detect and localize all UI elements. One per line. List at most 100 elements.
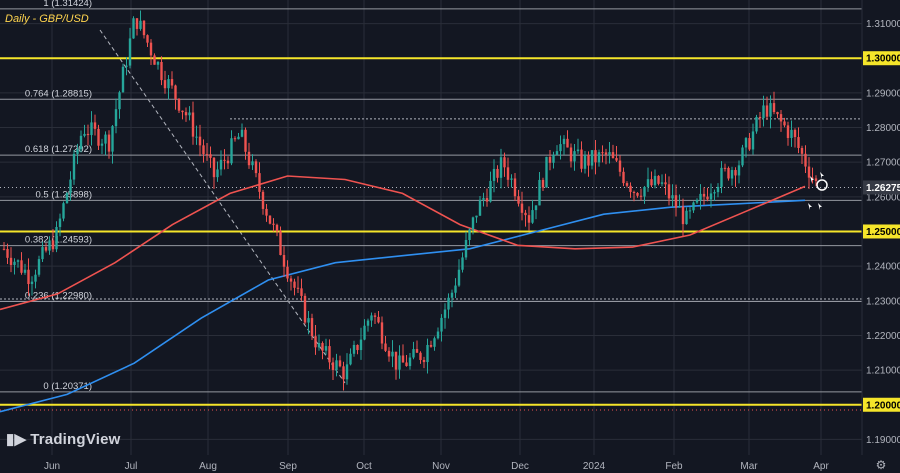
candle-body [363, 325, 366, 340]
candle-body [744, 138, 748, 148]
candle-body [709, 193, 713, 200]
candle-body [9, 257, 13, 265]
candle-body [118, 92, 121, 110]
candle-body [639, 195, 643, 197]
candle-body [212, 157, 216, 178]
candle-body [772, 103, 776, 113]
candle-body [695, 199, 699, 203]
candle-body [125, 65, 128, 67]
candle-body [783, 121, 786, 126]
tradingview-logo-icon: ▮▶ [6, 431, 27, 448]
candle-body [447, 297, 450, 310]
candle-body [436, 331, 440, 339]
candle-body [2, 248, 6, 250]
candle-body [191, 112, 195, 137]
settings-gear-icon[interactable]: ⚙ [876, 458, 887, 472]
candle-body [261, 191, 265, 209]
candle-body [562, 138, 566, 145]
candle-body [65, 193, 69, 204]
candle-body [506, 167, 510, 180]
current-price-label: 1.26275 [866, 183, 900, 194]
candle-body [244, 129, 247, 152]
candle-body [583, 155, 587, 169]
candle-body [100, 143, 104, 146]
candle-body [114, 109, 118, 127]
candle-body [450, 292, 454, 298]
price-marker-circle[interactable] [816, 179, 828, 191]
candle-body [737, 165, 741, 176]
candle-body [517, 196, 520, 204]
candle-body [83, 133, 86, 136]
tradingview-logo-text: TradingView [30, 431, 121, 448]
candle-body [779, 114, 783, 122]
candle-body [590, 150, 594, 166]
candle-body [352, 344, 356, 354]
candle-body [149, 42, 153, 56]
candle-body [618, 160, 622, 172]
candle-body [345, 364, 349, 380]
candle-body [615, 158, 618, 161]
candle-body [27, 269, 30, 285]
candle-body [20, 260, 23, 273]
price-tick-label: 1.31000 [866, 19, 900, 30]
candle-body [380, 322, 384, 344]
key-level-price-label: 1.20000 [866, 400, 900, 411]
candle-body [76, 149, 79, 154]
candle-body [174, 85, 177, 99]
candle-body [202, 145, 205, 155]
candle-body [104, 134, 107, 144]
candle-body [121, 66, 125, 93]
candle-body [576, 149, 580, 152]
candle-body [405, 362, 408, 367]
candle-body [188, 112, 191, 116]
candle-body [314, 336, 317, 348]
candle-body [786, 125, 790, 138]
candle-body [793, 129, 797, 138]
candle-body [282, 255, 286, 267]
candle-body [223, 159, 226, 161]
candle-body [272, 223, 275, 225]
candle-body [811, 177, 814, 179]
candle-body [660, 182, 664, 184]
cursor-arrow-icon [810, 176, 814, 183]
candle-body [597, 152, 601, 163]
candle-body [569, 147, 573, 162]
candle-body [674, 195, 678, 208]
candle-body [601, 152, 604, 154]
candle-body [422, 359, 426, 363]
candle-body [349, 353, 352, 365]
fib-level-label: 0.764 (1.28815) [25, 88, 92, 99]
candle-body [230, 138, 233, 164]
candle-body [548, 156, 552, 163]
candle-body [132, 18, 135, 39]
candle-body [461, 257, 464, 270]
candle-body [247, 151, 251, 166]
candle-body [111, 126, 114, 152]
price-tick-label: 1.22000 [866, 331, 900, 342]
candle-body [762, 105, 765, 119]
fib-level-label: 1 (1.31424) [43, 0, 92, 9]
key-level-price-badge [863, 224, 900, 239]
candle-body [58, 218, 62, 227]
candle-body [338, 360, 342, 367]
candle-body [751, 131, 755, 150]
candle-body [128, 38, 132, 66]
candle-body [776, 112, 779, 115]
candle-body [366, 320, 370, 326]
candle-body [356, 344, 359, 351]
candle-body [800, 147, 804, 154]
candle-body [625, 183, 629, 186]
candle-body [72, 153, 76, 180]
candle-body [538, 179, 541, 206]
candle-body [34, 274, 37, 282]
candle-body [286, 266, 289, 279]
candle-body [205, 154, 209, 156]
candle-body [531, 210, 534, 223]
candle-body [692, 202, 695, 211]
candle-body [797, 137, 800, 148]
candle-body [622, 171, 625, 184]
candle-body [307, 318, 310, 323]
candle-body [195, 136, 198, 138]
